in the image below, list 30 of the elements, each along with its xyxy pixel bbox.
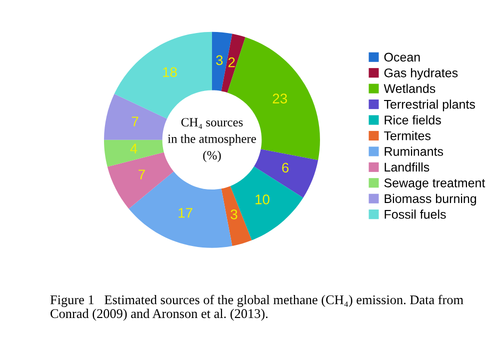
legend-label: Landfills (384, 162, 430, 172)
text: CH₄ sources in the atmosphere (%) (168, 118, 256, 162)
legend-label: Gas hydrates (384, 68, 458, 80)
legend-label: Ruminants (384, 146, 444, 156)
donut-slice (128, 172, 232, 248)
legend-label: Sewage treatment (384, 178, 486, 190)
data-label: 7 (132, 116, 138, 126)
data-label: 2 (228, 57, 235, 68)
legend-label: Termites (384, 131, 431, 140)
legend-label: Fossil fuels (384, 210, 446, 219)
donut-slice (221, 186, 252, 246)
legend-label: Ocean (384, 52, 420, 62)
data-label: 10 (256, 194, 270, 204)
legend-label: Wetlands (384, 84, 436, 94)
data-label: 4 (130, 144, 138, 154)
caption: Figure 1 Estimated sources of the global methane (CH₄) emission. Data from Conrad (2009) and Aronson et al. (2013). (50, 294, 464, 321)
donut-slice (107, 152, 174, 209)
donut-slice (104, 94, 168, 140)
legend-label: Biomass burning (384, 194, 476, 206)
donut-slice (104, 140, 164, 167)
data-label: 23 (272, 94, 287, 104)
data-label: 18 (163, 67, 177, 78)
data-label: 3 (216, 55, 223, 66)
legend-label: Rice fields (384, 115, 441, 124)
data-label: 17 (178, 208, 192, 218)
donut-slice (221, 34, 246, 93)
data-label: 3 (230, 209, 238, 220)
data-label: 7 (138, 170, 145, 180)
data-label: 6 (282, 162, 289, 173)
legend-label: Terrestrial plants (384, 100, 475, 112)
